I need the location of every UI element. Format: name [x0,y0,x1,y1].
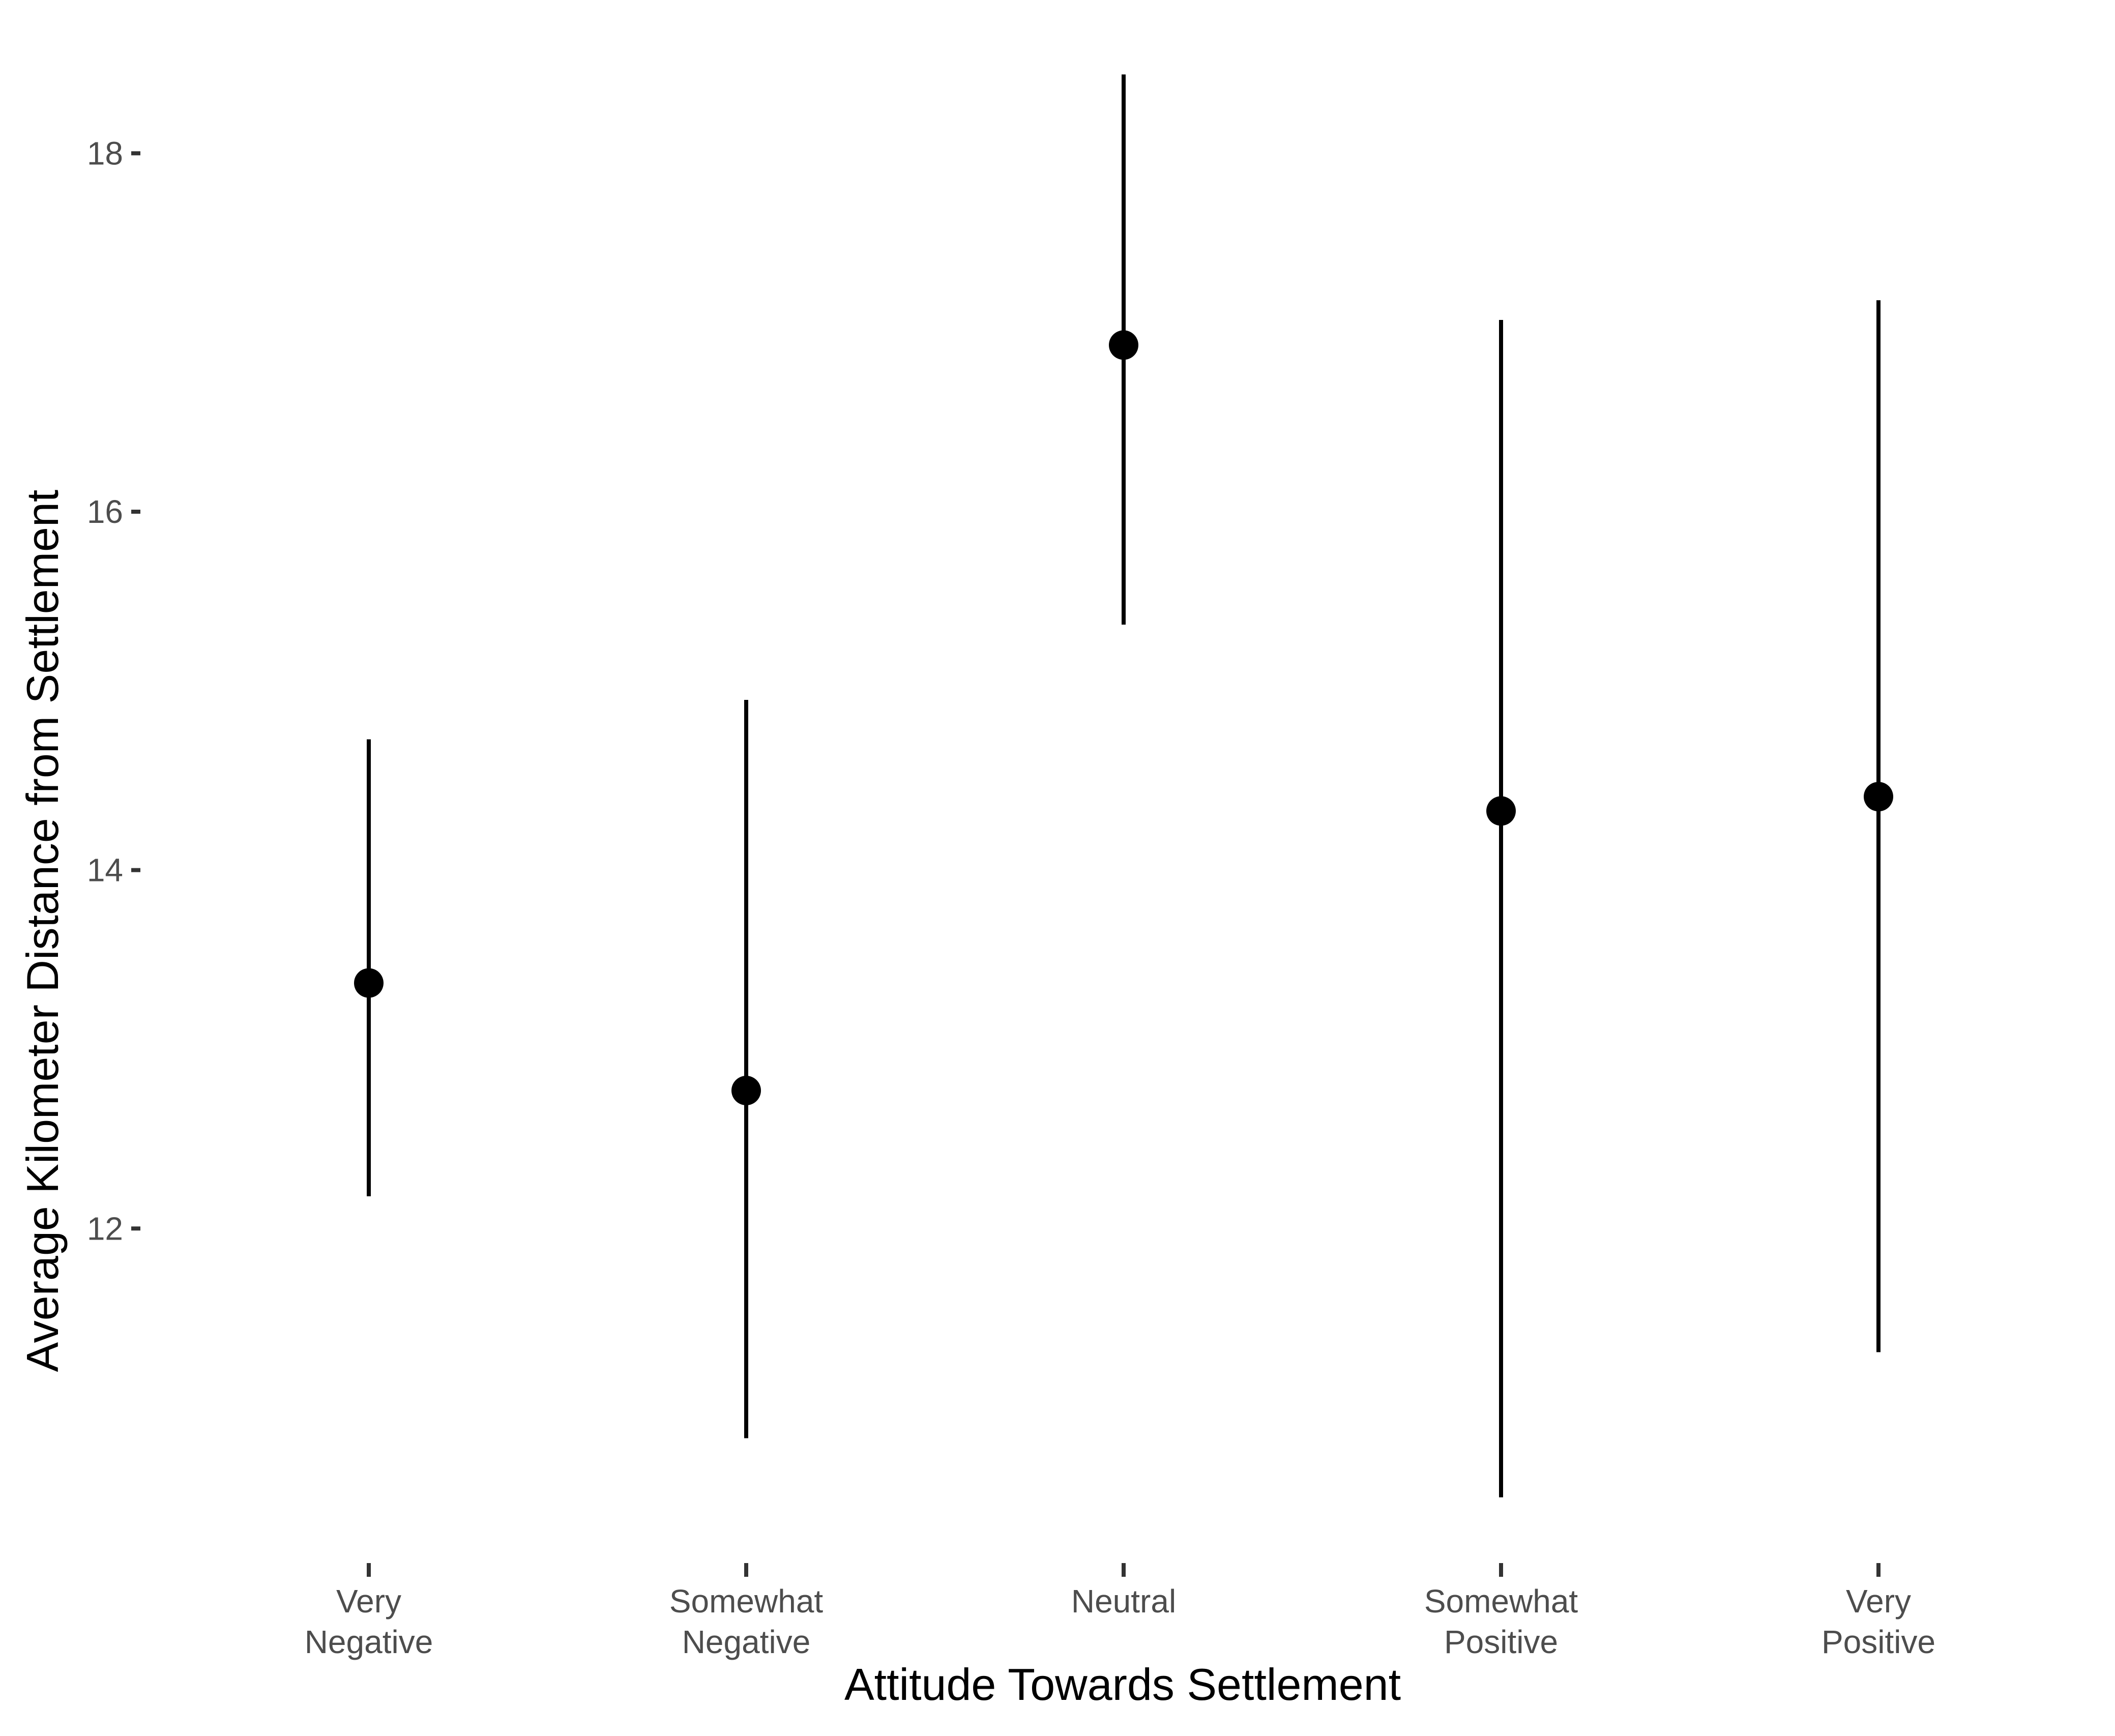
point [1109,330,1138,360]
y-tick-label: 16 [87,493,123,530]
x-tick-label: Somewhat Positive [1424,1583,1578,1660]
point [1486,796,1516,826]
y-tick-label: 18 [87,135,123,171]
x-tick-label: Very Negative [305,1583,433,1660]
y-tick-label: 12 [87,1210,123,1247]
y-axis-title: Average Kilometer Distance from Settleme… [17,490,68,1372]
x-tick-label-line: Neutral [1071,1583,1176,1620]
x-tick-label-line: Positive [1822,1624,1935,1660]
points [354,330,1893,1105]
x-tick-label-line: Very [1846,1583,1911,1620]
x-axis-title: Attitude Towards Settlement [844,1659,1401,1710]
y-tick-label: 14 [87,852,123,889]
x-tick-label-line: Somewhat [1424,1583,1578,1620]
x-axis: Very Negative Somewhat Negative Neutral Somew… [305,1563,1935,1660]
x-tick-label: Neutral [1071,1583,1176,1620]
point [731,1075,761,1105]
point [1864,782,1893,812]
x-tick-label-line: Negative [305,1624,433,1660]
y-axis: 12 14 16 18 [87,135,140,1247]
x-tick-label-line: Very [336,1583,401,1620]
x-tick-label: Very Positive [1822,1583,1935,1660]
x-tick-label-line: Somewhat [669,1583,824,1620]
point [354,968,384,998]
x-tick-label: Somewhat Negative [669,1583,824,1660]
errorbars [367,74,1881,1497]
x-tick-label-line: Negative [682,1624,811,1660]
x-tick-label-line: Positive [1444,1624,1558,1660]
